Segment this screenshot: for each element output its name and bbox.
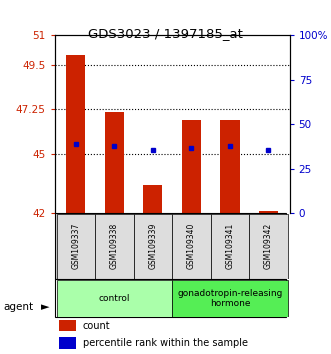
FancyBboxPatch shape <box>57 213 95 279</box>
Bar <box>143 185 163 213</box>
FancyBboxPatch shape <box>95 213 134 279</box>
FancyBboxPatch shape <box>55 213 286 279</box>
FancyBboxPatch shape <box>172 213 211 279</box>
Bar <box>259 211 278 213</box>
Bar <box>220 120 240 213</box>
Text: GSM109341: GSM109341 <box>225 223 234 269</box>
Text: percentile rank within the sample: percentile rank within the sample <box>83 338 248 348</box>
Text: GDS3023 / 1397185_at: GDS3023 / 1397185_at <box>88 27 243 40</box>
Text: GSM109340: GSM109340 <box>187 223 196 269</box>
Text: GSM109339: GSM109339 <box>148 223 157 269</box>
Bar <box>182 120 201 213</box>
Text: ►: ► <box>41 302 50 312</box>
FancyBboxPatch shape <box>134 213 172 279</box>
Text: gonadotropin-releasing
hormone: gonadotropin-releasing hormone <box>177 289 283 308</box>
FancyBboxPatch shape <box>249 213 288 279</box>
FancyBboxPatch shape <box>172 280 288 317</box>
Bar <box>59 337 76 349</box>
Text: GSM109342: GSM109342 <box>264 223 273 269</box>
FancyBboxPatch shape <box>55 279 286 318</box>
Text: count: count <box>83 321 111 331</box>
Text: GSM109338: GSM109338 <box>110 223 119 269</box>
Bar <box>59 320 76 331</box>
Bar <box>66 55 85 213</box>
Bar <box>105 112 124 213</box>
Text: agent: agent <box>3 302 33 312</box>
FancyBboxPatch shape <box>211 213 249 279</box>
Text: GSM109337: GSM109337 <box>71 223 80 269</box>
FancyBboxPatch shape <box>57 280 172 317</box>
Text: control: control <box>99 294 130 303</box>
